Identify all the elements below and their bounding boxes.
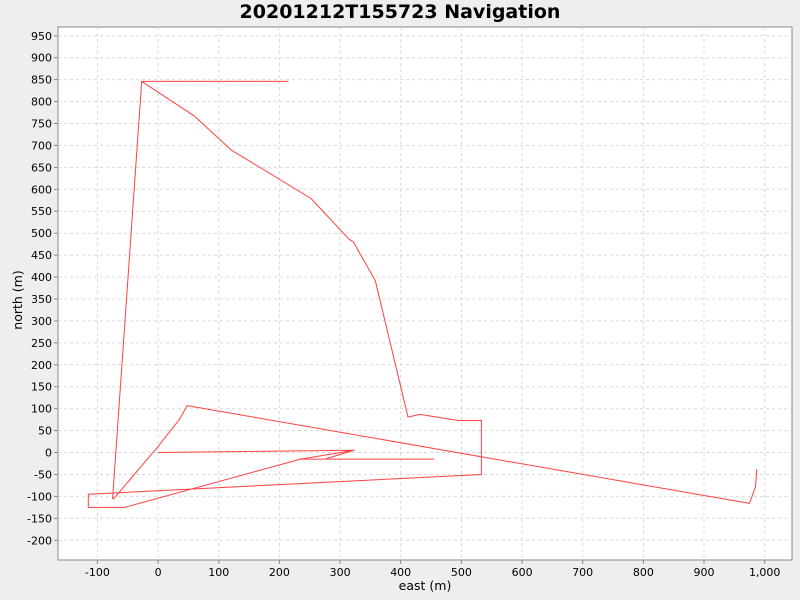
x-tick-label: 200 (269, 566, 290, 579)
x-tick-label: 800 (633, 566, 654, 579)
series-layer (87, 80, 758, 508)
y-tick-label: 700 (31, 139, 52, 152)
y-tick-label: -150 (27, 512, 52, 525)
y-tick-label: 300 (31, 315, 52, 328)
x-tick-label: 500 (451, 566, 472, 579)
y-axis-label: north (m) (10, 270, 25, 329)
y-tick-label: 550 (31, 205, 52, 218)
x-tick-label: 600 (512, 566, 533, 579)
x-tick-label: 1,000 (749, 566, 781, 579)
y-tick-label: 800 (31, 96, 52, 109)
series-path-1 (87, 80, 758, 508)
y-tick-label: -100 (27, 490, 52, 503)
y-tick-label: 350 (31, 293, 52, 306)
y-tick-label: 0 (45, 447, 52, 460)
y-tick-label: 400 (31, 271, 52, 284)
y-tick-label: 450 (31, 249, 52, 262)
x-tick-label: 0 (155, 566, 162, 579)
x-axis-label: east (m) (399, 578, 452, 593)
x-tick-label: 700 (572, 566, 593, 579)
chart-title: 20201212T155723 Navigation (239, 1, 561, 23)
y-tick-label: 200 (31, 359, 52, 372)
y-tick-label: 950 (31, 30, 52, 43)
y-tick-label: 150 (31, 381, 52, 394)
y-tick-label: 600 (31, 183, 52, 196)
x-tick-label: 300 (330, 566, 351, 579)
y-tick-label: -50 (34, 469, 52, 482)
series-path-0 (158, 449, 435, 460)
x-tick-label: 100 (208, 566, 229, 579)
y-tick-label: 900 (31, 52, 52, 65)
y-tick-label: 100 (31, 403, 52, 416)
plot-area (57, 26, 793, 561)
y-tick-label: 750 (31, 118, 52, 131)
axis-layer: -100 0 100 200 300 400 500 600 700 800 900 1,000-20… (27, 30, 780, 579)
y-tick-label: 250 (31, 337, 52, 350)
y-tick-label: 650 (31, 161, 52, 174)
y-tick-label: 50 (38, 425, 52, 438)
x-tick-label: -100 (85, 566, 110, 579)
y-tick-label: 850 (31, 74, 52, 87)
x-tick-label: 900 (694, 566, 715, 579)
x-tick-label: 400 (390, 566, 411, 579)
y-tick-label: 500 (31, 227, 52, 240)
y-tick-label: -200 (27, 534, 52, 547)
